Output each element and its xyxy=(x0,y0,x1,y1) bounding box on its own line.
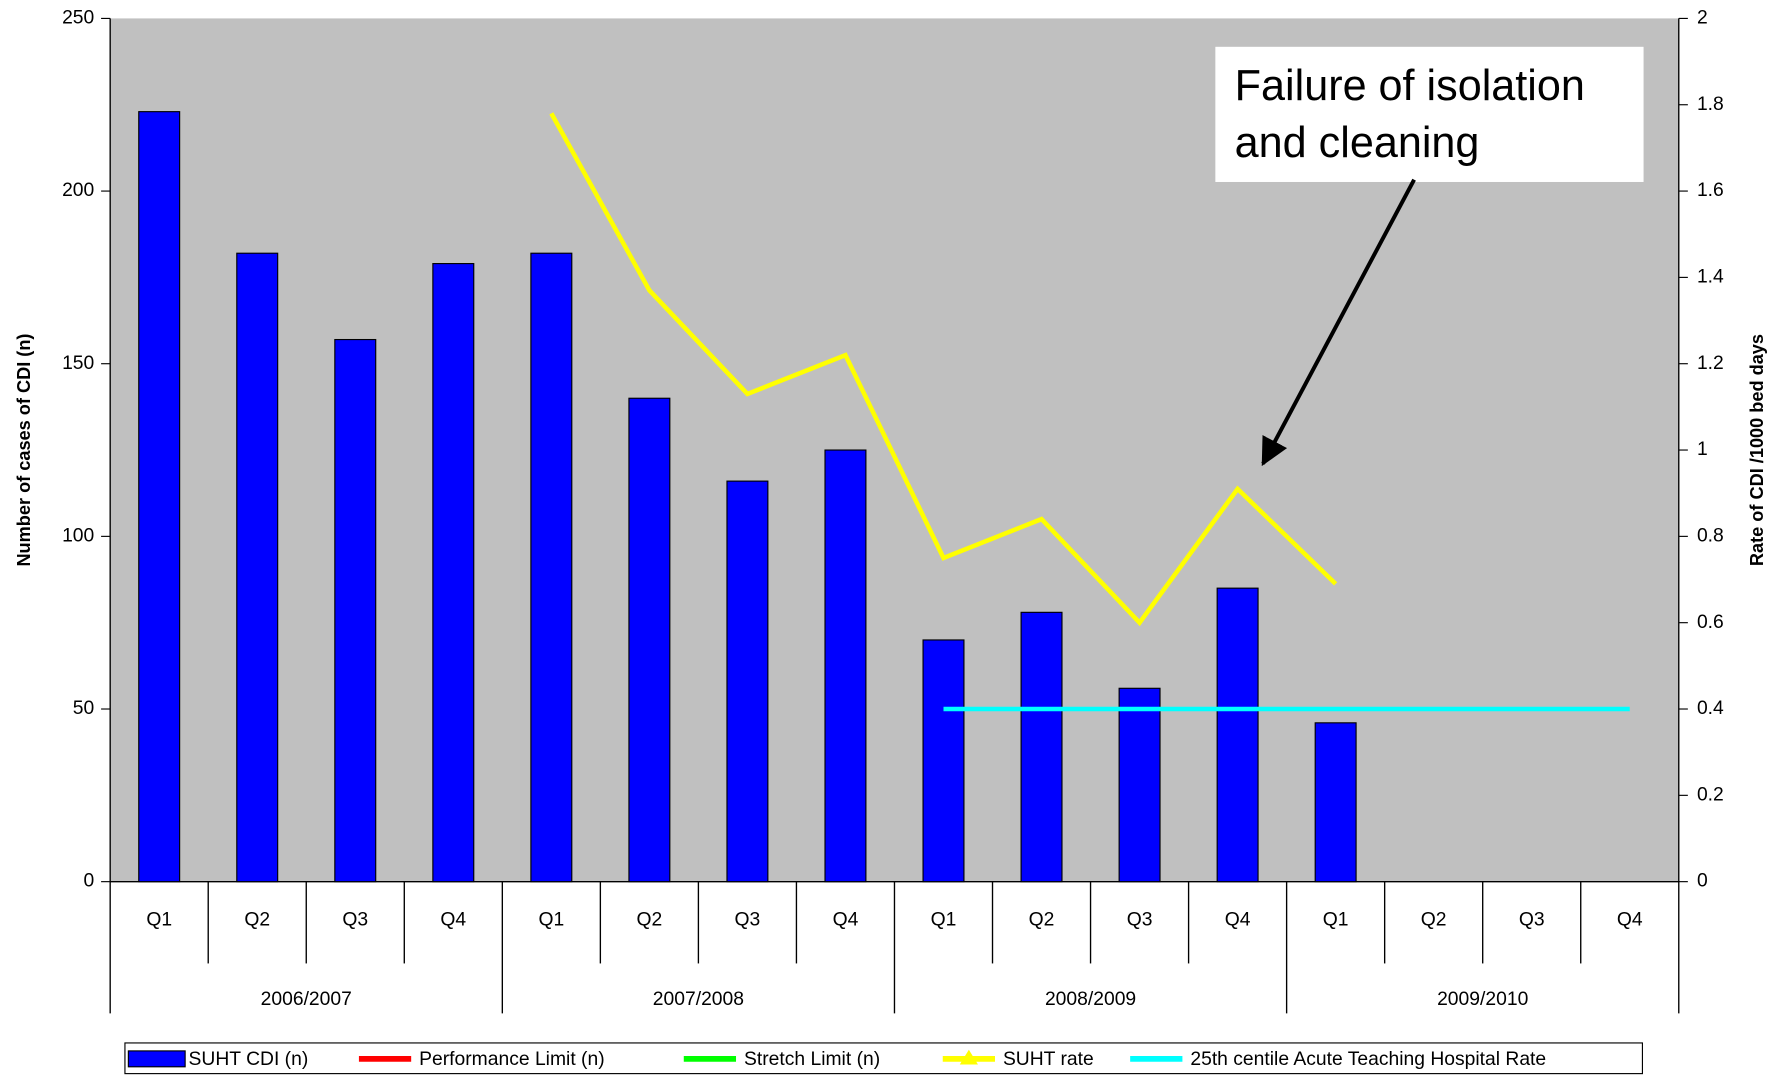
y2-tick-label: 0 xyxy=(1697,871,1708,892)
x-tick-label: Q2 xyxy=(1029,909,1055,930)
annotation-box xyxy=(1215,46,1644,182)
y-tick-label: 100 xyxy=(62,525,94,546)
legend-label: SUHT rate xyxy=(1003,1049,1094,1070)
x-tick-label: Q3 xyxy=(1127,909,1153,930)
y2-axis-label: Rate of CDI /1000 bed days xyxy=(1747,334,1767,566)
legend-marker xyxy=(959,1049,978,1065)
x-tick-label: Q4 xyxy=(1225,909,1251,930)
legend-swatch xyxy=(127,1050,186,1068)
legend-label: 25th centile Acute Teaching Hospital Rat… xyxy=(1190,1049,1546,1070)
x-tick-label: Q3 xyxy=(342,909,368,930)
x-tick-label: Q3 xyxy=(735,909,761,930)
legend-label: Stretch Limit (n) xyxy=(744,1049,880,1070)
bar xyxy=(236,252,279,883)
bar xyxy=(726,480,769,883)
annotation-arrow xyxy=(1261,178,1416,467)
y-tick-label: 250 xyxy=(62,8,94,29)
annotation-text: Failure of isolation xyxy=(1235,62,1585,110)
legend-label: Performance Limit (n) xyxy=(419,1049,605,1070)
y2-tick-label: 1.6 xyxy=(1697,180,1724,201)
y2-tick-label: 0.8 xyxy=(1697,525,1724,546)
bar xyxy=(1020,611,1063,883)
bar xyxy=(824,449,867,883)
x-tick-label: Q4 xyxy=(440,909,466,930)
y-tick-label: 150 xyxy=(62,353,94,374)
y2-tick-label: 1.4 xyxy=(1697,266,1724,287)
y2-tick-label: 0.6 xyxy=(1697,612,1724,633)
x-tick-label: Q1 xyxy=(538,909,564,930)
y2-tick-label: 1 xyxy=(1697,439,1708,460)
bar xyxy=(432,263,475,883)
x-tick-label: Q4 xyxy=(1617,909,1643,930)
y-tick-label: 50 xyxy=(73,698,94,719)
group-label: 2006/2007 xyxy=(261,989,352,1010)
y2-tick-label: 0.4 xyxy=(1697,698,1724,719)
legend-label: SUHT CDI (n) xyxy=(189,1049,309,1070)
y-axis-label: Number of cases of CDI (n) xyxy=(14,334,34,567)
y2-tick-label: 1.2 xyxy=(1697,353,1724,374)
x-tick-label: Q1 xyxy=(1323,909,1349,930)
bar xyxy=(1216,587,1259,883)
bar xyxy=(334,338,377,883)
x-tick-label: Q2 xyxy=(637,909,663,930)
group-label: 2008/2009 xyxy=(1045,989,1136,1010)
y2-tick-label: 2 xyxy=(1697,8,1708,29)
y2-tick-label: 0.2 xyxy=(1697,784,1724,805)
y-tick-label: 200 xyxy=(62,180,94,201)
annotation: Failure of isolation and cleaning xyxy=(1215,46,1644,467)
bar xyxy=(1118,687,1161,883)
group-label: 2007/2008 xyxy=(653,989,744,1010)
y-tick-label: 0 xyxy=(84,871,95,892)
x-tick-label: Q1 xyxy=(931,909,957,930)
bar xyxy=(530,252,573,883)
x-tick-label: Q2 xyxy=(244,909,270,930)
x-tick-label: Q4 xyxy=(833,909,859,930)
bar xyxy=(628,397,671,883)
series-line xyxy=(549,112,1338,627)
bar xyxy=(138,111,181,883)
x-tick-label: Q1 xyxy=(146,909,172,930)
bar xyxy=(922,639,965,883)
annotation-text: and cleaning xyxy=(1235,119,1480,167)
y2-tick-label: 1.8 xyxy=(1697,94,1724,115)
x-tick-label: Q3 xyxy=(1519,909,1545,930)
group-label: 2009/2010 xyxy=(1437,989,1528,1010)
x-tick-label: Q2 xyxy=(1421,909,1447,930)
bar xyxy=(1314,722,1357,883)
